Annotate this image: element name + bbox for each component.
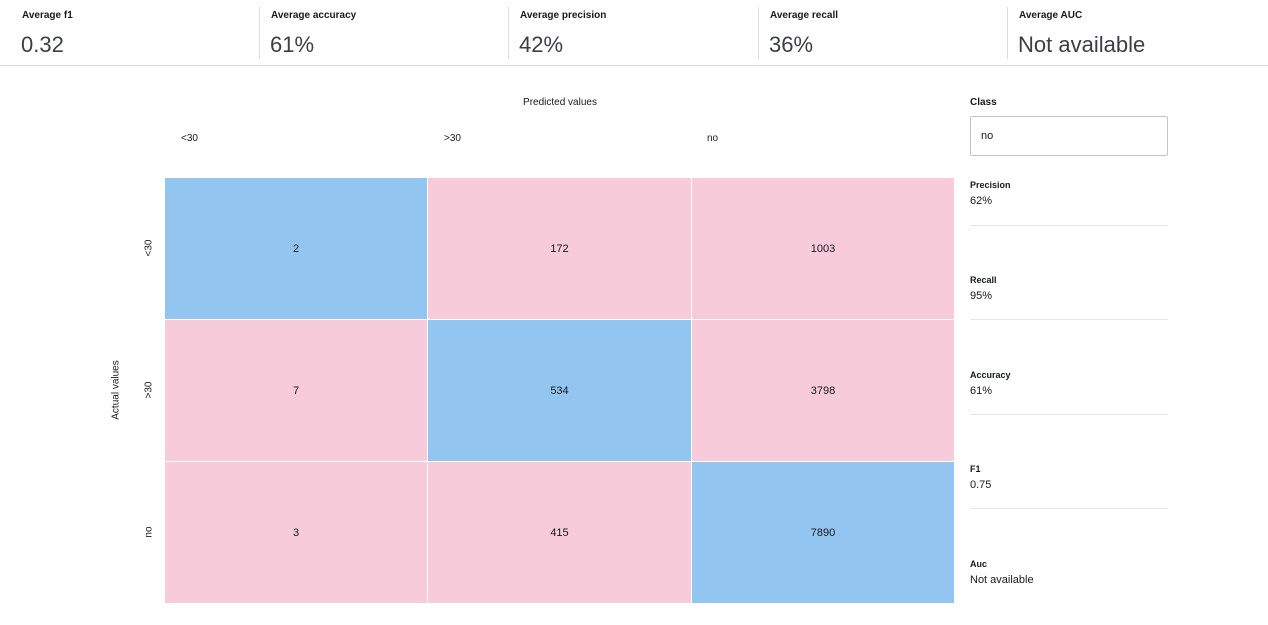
matrix-cell: 415 [428, 462, 691, 603]
metric-average-recall: Average recall 36% [758, 0, 1007, 66]
class-select-value: no [981, 130, 994, 142]
metric-label: Average precision [520, 10, 607, 21]
matrix-cell: 1003 [692, 178, 954, 319]
class-metric-label: Precision [970, 180, 1011, 190]
matrix-cell: 7890 [692, 462, 954, 603]
class-metric-f1: F1 0.75 [970, 464, 1168, 491]
class-select[interactable]: no [970, 116, 1168, 156]
summary-metrics-bar: Average f1 0.32 Average accuracy 61% Ave… [0, 0, 1268, 66]
class-metric-label: Auc [970, 559, 988, 569]
class-metric-value: 95% [970, 290, 993, 302]
metric-value: 36% [769, 32, 814, 57]
actual-values-title: Actual values [110, 360, 122, 420]
predicted-values-title: Predicted values [523, 97, 597, 108]
metric-value: 61% [270, 32, 315, 57]
class-metric-recall: Recall 95% [970, 275, 1168, 302]
row-header-no: no [143, 526, 155, 538]
class-metric-value: Not available [970, 574, 1034, 586]
matrix-cell: 172 [428, 178, 691, 319]
matrix-cell: 7 [165, 320, 427, 461]
matrix-cell: 3 [165, 462, 427, 603]
column-header-gt30: >30 [444, 133, 461, 144]
metric-label: Average accuracy [271, 10, 357, 21]
class-label: Class [970, 97, 997, 108]
class-metric-label: Accuracy [970, 370, 1011, 380]
matrix-cell: 3798 [692, 320, 954, 461]
matrix-cell: 534 [428, 320, 691, 461]
class-metric-label: Recall [970, 275, 997, 285]
metric-value: 0.32 [21, 32, 64, 57]
column-header-no: no [707, 133, 719, 144]
class-metric-auc: Auc Not available [970, 559, 1168, 586]
divider [970, 319, 1168, 320]
column-header-lt30: <30 [181, 133, 198, 144]
metric-value: Not available [1018, 32, 1146, 57]
divider [970, 414, 1168, 415]
class-metric-precision: Precision 62% [970, 180, 1168, 207]
metric-label: Average f1 [22, 10, 73, 21]
confusion-matrix: 2 172 1003 7 534 3798 3 415 7890 [165, 178, 954, 603]
metric-label: Average AUC [1019, 10, 1083, 21]
metric-average-precision: Average precision 42% [508, 0, 758, 66]
class-metric-label: F1 [970, 464, 981, 474]
metric-value: 42% [519, 32, 564, 57]
class-metric-value: 0.75 [970, 479, 992, 491]
divider [259, 7, 260, 59]
class-metric-value: 62% [970, 195, 993, 207]
row-header-gt30: >30 [143, 381, 155, 399]
divider [970, 225, 1168, 226]
metric-label: Average recall [770, 10, 839, 21]
row-header-lt30: <30 [143, 239, 155, 257]
class-metric-value: 61% [970, 385, 993, 397]
divider [970, 508, 1168, 509]
metric-average-accuracy: Average accuracy 61% [259, 0, 508, 66]
matrix-cell: 2 [165, 178, 427, 319]
class-metric-accuracy: Accuracy 61% [970, 370, 1168, 397]
metric-average-auc: Average AUC Not available [1007, 0, 1268, 66]
metric-average-f1: Average f1 0.32 [0, 0, 259, 66]
divider [508, 7, 509, 59]
divider [758, 7, 759, 59]
divider [1007, 7, 1008, 59]
